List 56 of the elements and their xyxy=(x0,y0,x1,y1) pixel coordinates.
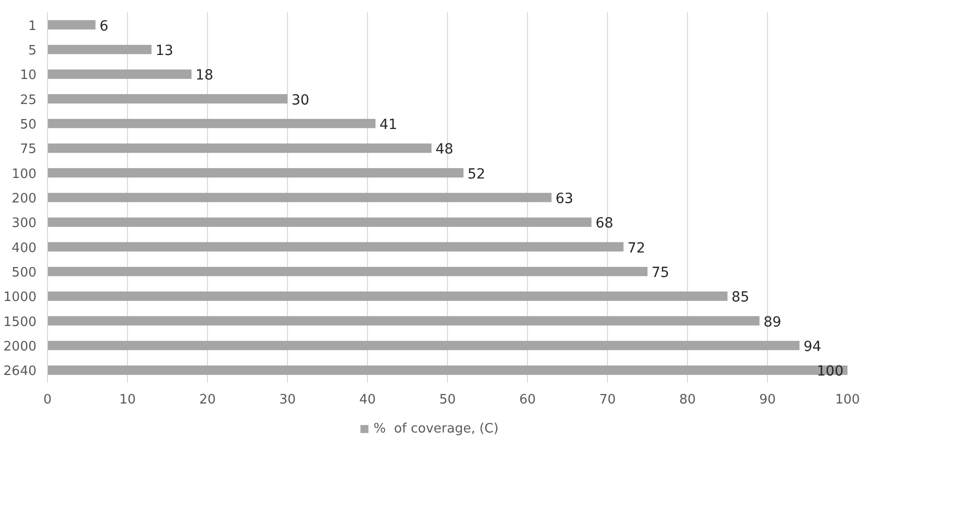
x-tick-label: 50 xyxy=(439,392,456,408)
bar xyxy=(48,291,728,301)
x-tick-label: 100 xyxy=(835,392,860,408)
data-label: 75 xyxy=(652,265,670,281)
x-tick-label: 20 xyxy=(199,392,216,408)
data-label: 94 xyxy=(804,339,822,355)
bar xyxy=(48,242,624,252)
data-label: 41 xyxy=(380,117,398,133)
bar xyxy=(48,143,432,153)
data-label: 85 xyxy=(732,290,750,306)
y-tick-label: 100 xyxy=(12,166,37,182)
y-tick-label: 400 xyxy=(12,240,37,256)
data-label: 72 xyxy=(628,240,646,256)
bar xyxy=(48,217,592,227)
x-tick-label: 70 xyxy=(599,392,616,408)
data-label: 13 xyxy=(156,43,174,59)
y-tick-label: 200 xyxy=(12,192,37,206)
y-tick-label: 1000 xyxy=(3,290,37,306)
y-tick-label: 10 xyxy=(20,68,37,84)
data-label: 89 xyxy=(764,314,782,330)
bar xyxy=(48,266,648,276)
x-tick-label: 0 xyxy=(43,392,52,408)
bar xyxy=(48,340,800,350)
y-tick-label: 2640 xyxy=(3,364,37,380)
x-tick-label: 40 xyxy=(359,392,376,408)
y-tick-label: 75 xyxy=(20,142,37,158)
bar xyxy=(48,69,192,79)
bar xyxy=(48,20,96,30)
y-tick-label: 1500 xyxy=(3,314,37,330)
bar xyxy=(48,192,552,202)
bar xyxy=(48,316,760,326)
y-tick-label: 1 xyxy=(28,18,37,34)
bar xyxy=(48,94,288,104)
bar xyxy=(48,118,376,128)
x-tick-label: 10 xyxy=(119,392,136,408)
y-tick-label: 5 xyxy=(28,44,37,58)
y-tick-label: 2000 xyxy=(3,340,37,354)
data-label: 48 xyxy=(436,142,454,158)
x-tick-label: 60 xyxy=(519,392,536,408)
x-tick-label: 80 xyxy=(679,392,696,408)
y-tick-label: 25 xyxy=(20,92,37,108)
x-tick-label: 90 xyxy=(759,392,776,408)
data-label: 52 xyxy=(468,166,486,182)
y-tick-label: 500 xyxy=(12,266,37,280)
bar xyxy=(48,365,848,375)
legend-label: % of coverage, (C) xyxy=(373,421,499,436)
data-label: 63 xyxy=(556,191,574,207)
x-tick-label: 30 xyxy=(279,392,296,408)
y-tick-label: 50 xyxy=(20,118,37,132)
data-label: 68 xyxy=(596,216,614,232)
bar xyxy=(48,44,152,54)
y-tick-label: 300 xyxy=(12,216,37,232)
data-label: 30 xyxy=(292,92,310,108)
bar xyxy=(48,168,464,178)
data-label: 6 xyxy=(100,18,108,34)
data-label: 18 xyxy=(196,68,214,84)
